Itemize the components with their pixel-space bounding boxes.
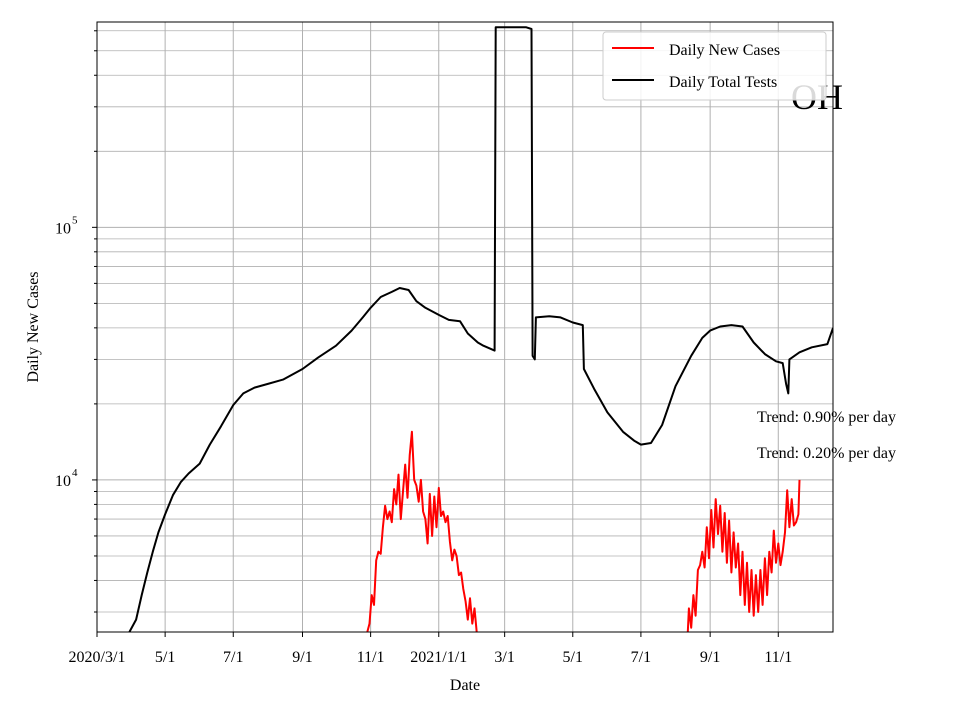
x-tick-label: 9/1 [700, 649, 720, 666]
y-tick-label: 10 [55, 473, 71, 490]
x-tick-label: 2021/1/1 [410, 649, 467, 666]
trend-annotation-1: Trend: 0.90% per day [757, 409, 896, 426]
plot-frame [96, 21, 834, 633]
y-tick-exponent: 4 [72, 467, 78, 479]
axis-ticks: 2020/3/1 5/1 7/1 9/1 11/1 2021/1/1 3/1 5/1 7/1 9/… [55, 30, 792, 666]
y-tick-base: 10 [55, 220, 71, 237]
y-tick-label: 10 [55, 220, 71, 237]
y-tick-base: 10 [55, 473, 71, 490]
x-tick-label: 5/1 [155, 649, 175, 666]
x-tick-label: 3/1 [494, 649, 514, 666]
x-tick-label: 11/1 [357, 649, 385, 666]
x-tick-label: 7/1 [223, 649, 243, 666]
series-line-daily-new-cases [366, 430, 801, 632]
x-tick-label: 9/1 [292, 649, 312, 666]
legend-box [602, 31, 827, 101]
trend-annotation-2: Trend: 0.20% per day [757, 445, 896, 462]
x-tick-label: 2020/3/1 [69, 649, 126, 666]
x-axis-label: Date [450, 677, 480, 694]
y-tick-exponent: 5 [72, 214, 78, 226]
series-layer [128, 26, 833, 632]
x-tick-label: 11/1 [764, 649, 792, 666]
x-tick-label: 5/1 [563, 649, 583, 666]
legend: Daily New Cases Daily Total Tests [602, 31, 827, 101]
x-tick-label: 7/1 [631, 649, 651, 666]
y-axis-label: Daily New Cases [25, 271, 42, 382]
legend-label-daily-new-cases: Daily New Cases [669, 42, 780, 59]
legend-label-daily-total-tests: Daily Total Tests [669, 74, 777, 91]
series-line-daily-total-tests [128, 26, 833, 632]
